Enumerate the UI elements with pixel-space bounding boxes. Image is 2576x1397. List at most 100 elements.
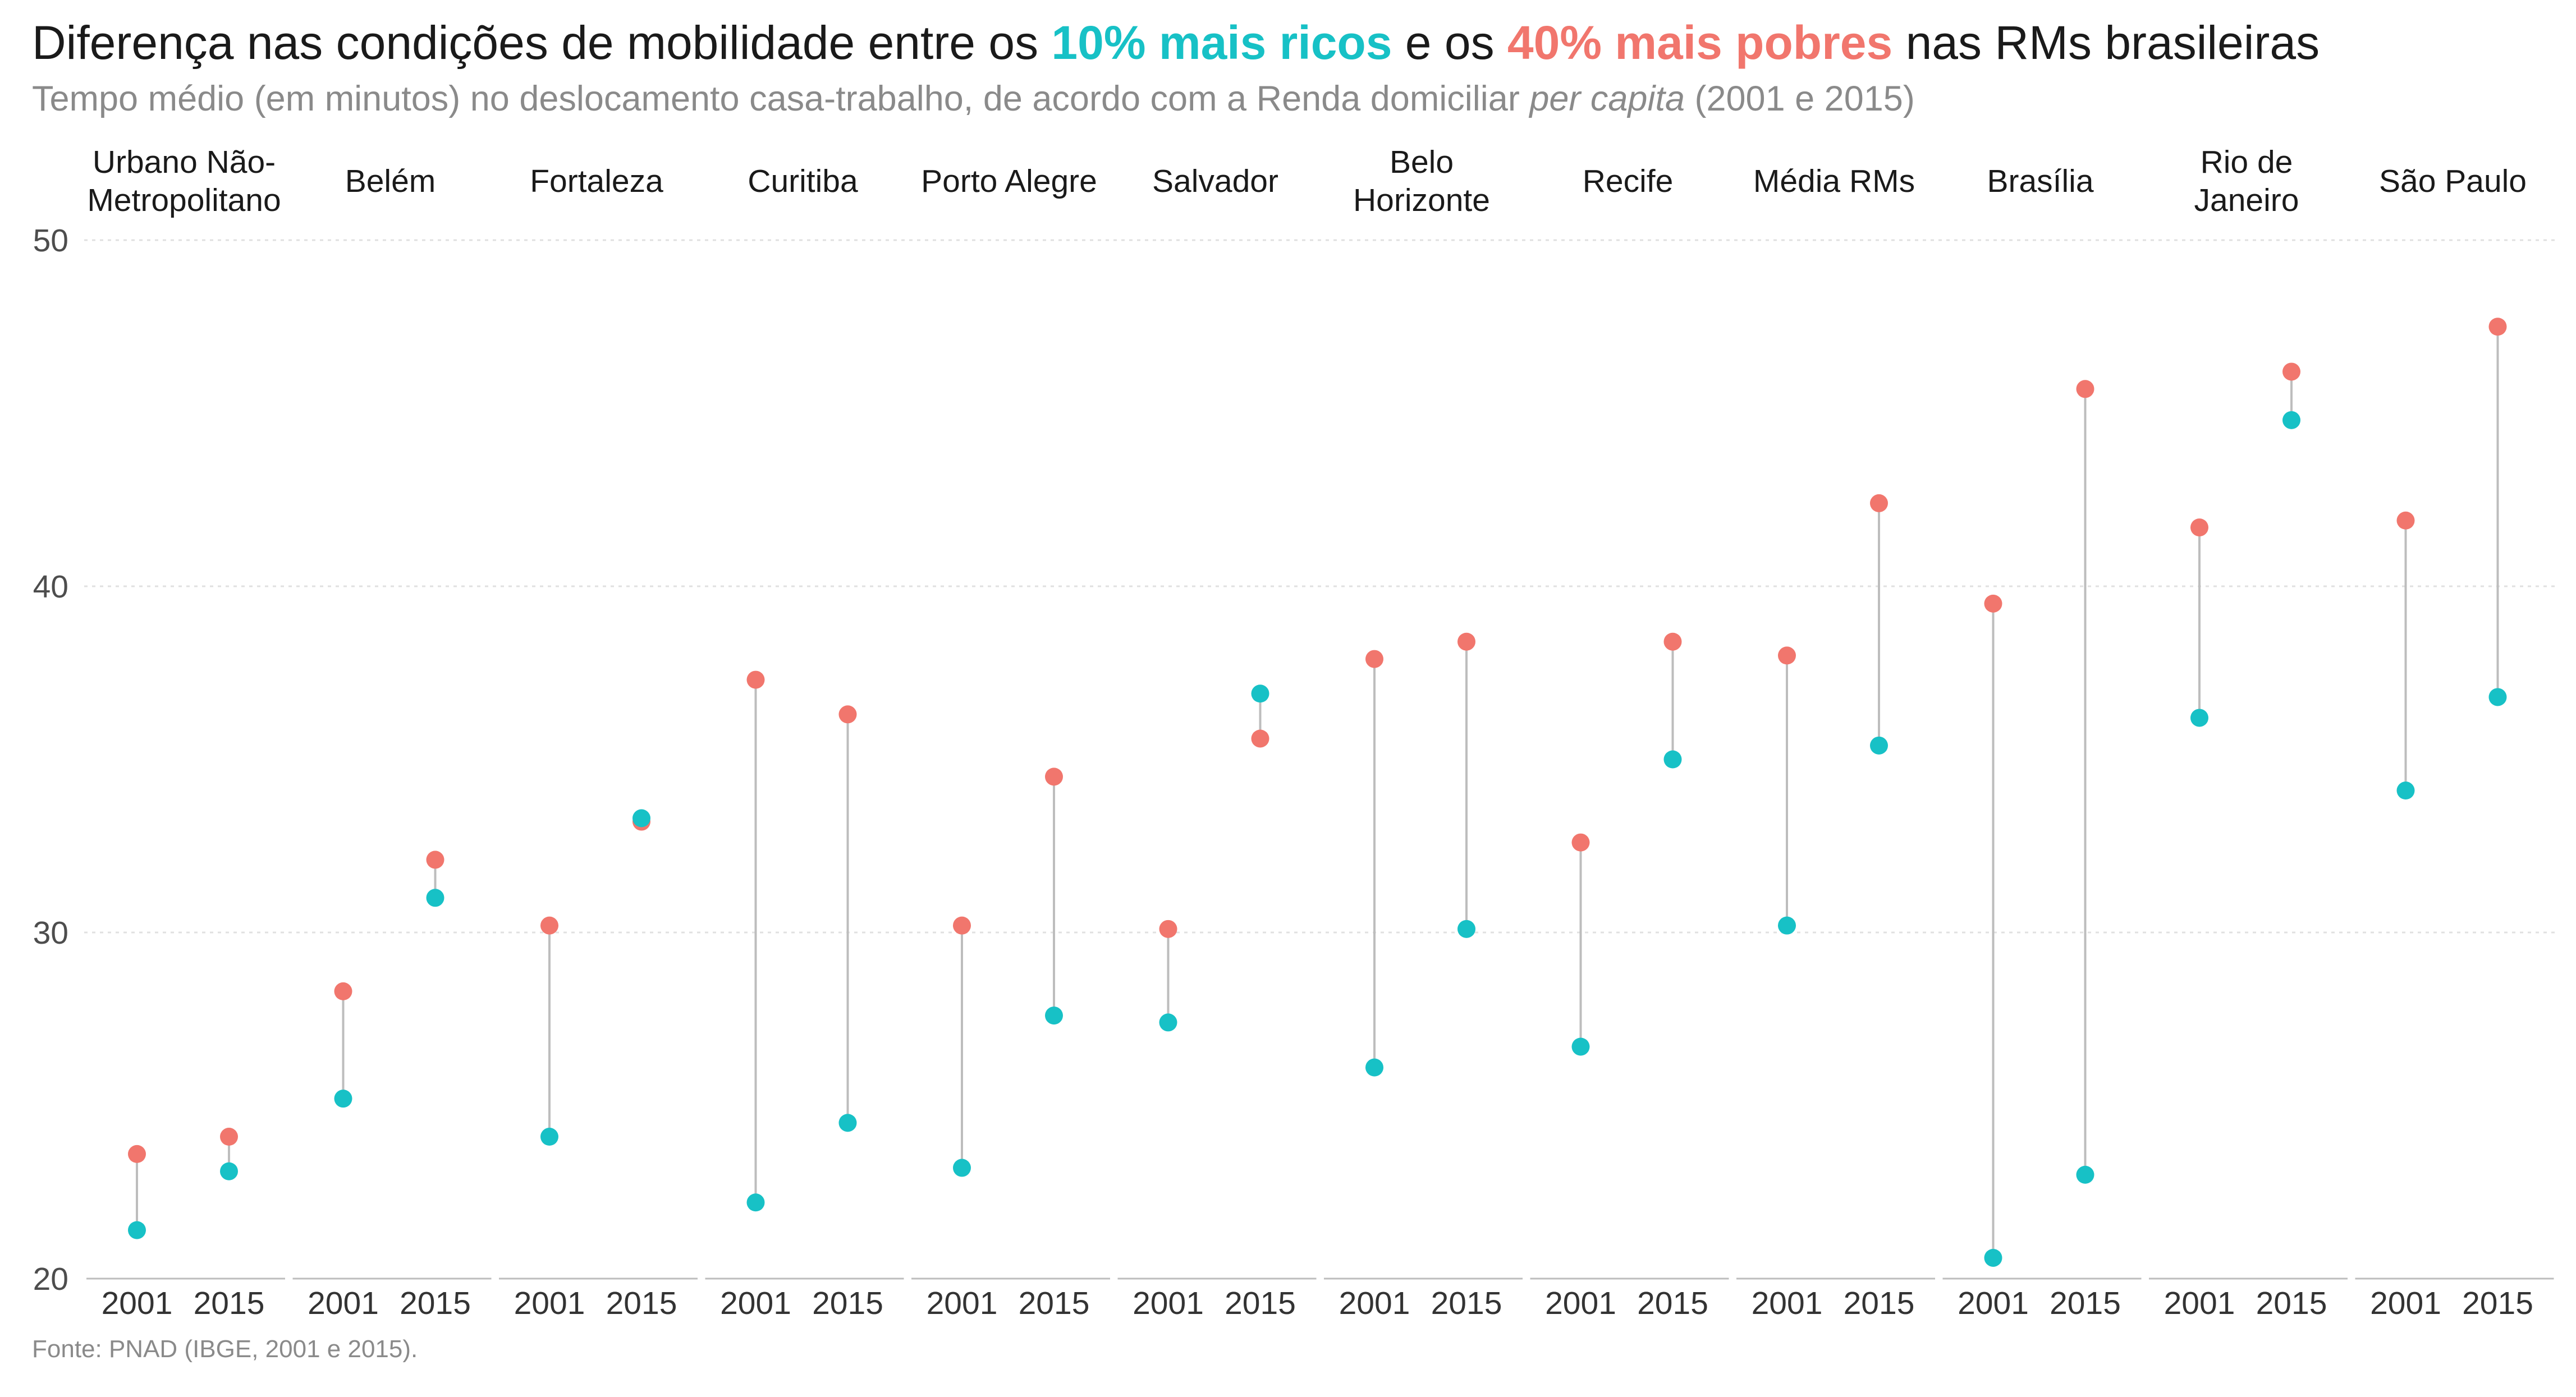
y-tick-label: 50 bbox=[33, 223, 68, 259]
rich-point bbox=[1045, 1007, 1063, 1025]
poor-point bbox=[1159, 920, 1177, 938]
x-tick-label: 2015 bbox=[2256, 1285, 2327, 1321]
x-tick-label: 2015 bbox=[194, 1285, 265, 1321]
x-tick-label: 2001 bbox=[1545, 1285, 1616, 1321]
poor-point bbox=[1778, 646, 1796, 665]
panel-label: Fortaleza bbox=[530, 163, 663, 199]
x-tick-label: 2001 bbox=[1133, 1285, 1204, 1321]
rich-point bbox=[540, 1128, 558, 1146]
subtitle-part2: (2001 e 2015) bbox=[1684, 79, 1915, 118]
chart-title: Diferença nas condições de mobilidade en… bbox=[32, 16, 2320, 70]
rich-point bbox=[746, 1193, 765, 1212]
y-tick-label: 20 bbox=[33, 1261, 68, 1297]
rich-point bbox=[632, 809, 650, 828]
rich-point bbox=[1870, 736, 1888, 755]
subtitle-italic: per capita bbox=[1529, 79, 1685, 118]
rich-point bbox=[1251, 684, 1269, 703]
poor-point bbox=[1571, 833, 1590, 852]
panel-label: Rio de bbox=[2201, 144, 2293, 180]
poor-point bbox=[838, 705, 857, 724]
panel-label: Porto Alegre bbox=[921, 163, 1097, 199]
x-tick-label: 2015 bbox=[2462, 1285, 2533, 1321]
chart-subtitle: Tempo médio (em minutos) no deslocamento… bbox=[32, 79, 1915, 119]
x-tick-label: 2001 bbox=[1958, 1285, 2029, 1321]
poor-point bbox=[1984, 594, 2002, 613]
title-part1: Diferença nas condições de mobilidade en… bbox=[32, 16, 1052, 69]
poor-point bbox=[2488, 318, 2507, 336]
chart-source: Fonte: PNAD (IBGE, 2001 e 2015). bbox=[32, 1335, 418, 1363]
panel-label: Metropolitano bbox=[87, 182, 281, 218]
poor-point bbox=[2396, 511, 2415, 530]
x-tick-label: 2001 bbox=[102, 1285, 173, 1321]
rich-point bbox=[2396, 782, 2415, 800]
panel-label: São Paulo bbox=[2379, 163, 2527, 199]
panel-label: Brasília bbox=[1987, 163, 2093, 199]
x-tick-label: 2015 bbox=[1844, 1285, 1915, 1321]
panel-label: Urbano Não- bbox=[93, 144, 276, 180]
rich-point bbox=[2282, 411, 2300, 429]
x-tick-label: 2001 bbox=[1339, 1285, 1410, 1321]
poor-point bbox=[540, 916, 558, 935]
panel-label: Belo bbox=[1390, 144, 1454, 180]
panel-label: Recife bbox=[1583, 163, 1674, 199]
x-tick-label: 2015 bbox=[1019, 1285, 1090, 1321]
title-part3: nas RMs brasileiras bbox=[1892, 16, 2320, 69]
rich-point bbox=[1663, 750, 1682, 769]
x-tick-label: 2001 bbox=[2164, 1285, 2235, 1321]
poor-point bbox=[1663, 632, 1682, 651]
rich-point bbox=[1365, 1058, 1383, 1077]
poor-point bbox=[1045, 768, 1063, 786]
rich-point bbox=[953, 1159, 971, 1177]
x-tick-label: 2001 bbox=[1752, 1285, 1823, 1321]
poor-point bbox=[1365, 650, 1383, 668]
rich-point bbox=[220, 1162, 238, 1180]
rich-point bbox=[2190, 709, 2208, 727]
x-tick-label: 2001 bbox=[308, 1285, 379, 1321]
rich-point bbox=[1984, 1248, 2002, 1267]
panel-label: Curitiba bbox=[748, 163, 858, 199]
poor-legend-label: 40% mais pobres bbox=[1507, 16, 1893, 69]
rich-point bbox=[838, 1114, 857, 1132]
rich-legend-label: 10% mais ricos bbox=[1051, 16, 1392, 69]
poor-point bbox=[220, 1128, 238, 1146]
poor-point bbox=[1870, 494, 1888, 512]
poor-point bbox=[2190, 518, 2208, 537]
rich-point bbox=[128, 1221, 146, 1239]
rich-point bbox=[1571, 1037, 1590, 1056]
x-tick-label: 2015 bbox=[812, 1285, 883, 1321]
x-tick-label: 2015 bbox=[1225, 1285, 1296, 1321]
x-tick-label: 2015 bbox=[400, 1285, 471, 1321]
title-part2: e os bbox=[1392, 16, 1507, 69]
x-tick-label: 2015 bbox=[2050, 1285, 2121, 1321]
poor-point bbox=[953, 916, 971, 935]
rich-point bbox=[334, 1090, 352, 1108]
panel-label: Belém bbox=[345, 163, 436, 199]
poor-point bbox=[1251, 729, 1269, 748]
poor-point bbox=[334, 982, 352, 1000]
rich-point bbox=[1778, 916, 1796, 935]
rich-point bbox=[1159, 1013, 1177, 1032]
panel-label: Média RMs bbox=[1753, 163, 1915, 199]
poor-point bbox=[2282, 362, 2300, 381]
panel-label: Janeiro bbox=[2194, 182, 2299, 218]
subtitle-part1: Tempo médio (em minutos) no deslocamento… bbox=[32, 79, 1530, 118]
panel-label: Salvador bbox=[1152, 163, 1278, 199]
rich-point bbox=[426, 889, 444, 907]
poor-point bbox=[746, 670, 765, 689]
panel-label: Horizonte bbox=[1353, 182, 1490, 218]
y-tick-label: 40 bbox=[33, 569, 68, 605]
x-tick-label: 2001 bbox=[2370, 1285, 2441, 1321]
x-tick-label: 2015 bbox=[1431, 1285, 1502, 1321]
x-tick-label: 2001 bbox=[514, 1285, 585, 1321]
poor-point bbox=[128, 1145, 146, 1163]
poor-point bbox=[2076, 380, 2094, 398]
poor-point bbox=[426, 851, 444, 869]
x-tick-label: 2001 bbox=[720, 1285, 791, 1321]
rich-point bbox=[2076, 1165, 2094, 1184]
y-tick-label: 30 bbox=[33, 915, 68, 951]
rich-point bbox=[1457, 920, 1475, 938]
x-tick-label: 2015 bbox=[606, 1285, 677, 1321]
poor-point bbox=[1457, 632, 1475, 651]
rich-point bbox=[2488, 688, 2507, 706]
